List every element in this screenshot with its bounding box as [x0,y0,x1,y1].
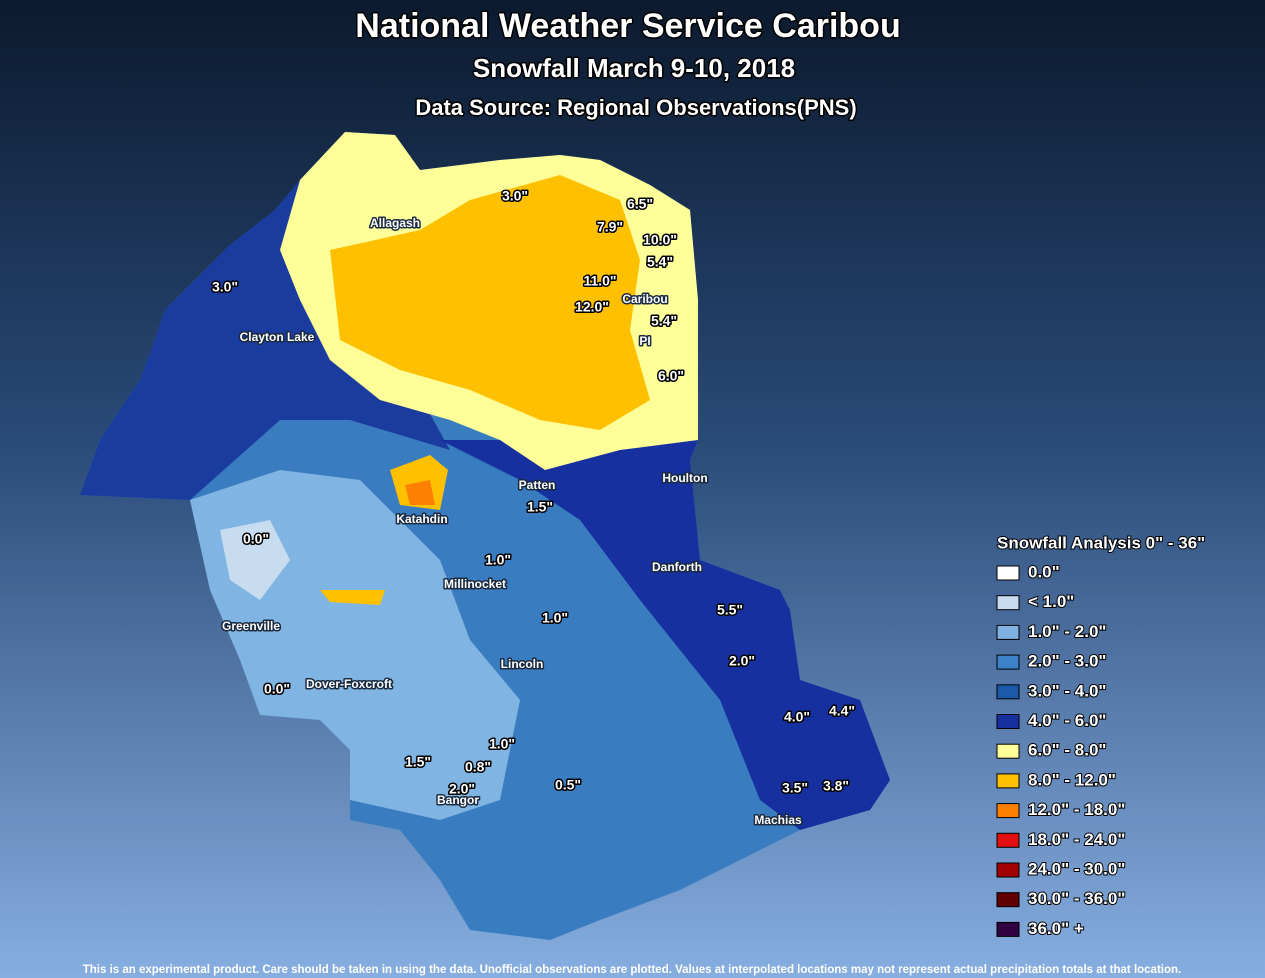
observation-label: 10.0" [643,232,677,248]
legend-label: 24.0" - 30.0" [1028,859,1125,878]
region-gold [330,175,650,430]
observation-label: 7.9" [597,219,623,235]
map-regions [80,132,890,940]
observation-label: 1.0" [542,610,568,626]
observation-label: 0.0" [264,681,290,697]
observation-label: 5.4" [651,313,677,329]
place-label: Katahdin [396,512,447,526]
legend-label: 36.0" + [1028,919,1084,938]
labels: Allagash Clayton Lake Caribou PI Houlton Patt… [210,186,1126,939]
legend-swatch [996,654,1020,670]
observation-label: 6.0" [658,368,684,384]
observation-label: 11.0" [583,273,616,289]
legend-label: < 1.0" [1028,592,1074,611]
observation-label: 4.0" [784,709,810,725]
observation-label: 0.8" [465,759,491,775]
legend-swatch [996,714,1020,729]
observation-label: 0.5" [555,777,581,793]
observation-label: 5.5" [717,602,743,618]
observation-label: 6.5" [627,196,653,212]
legend-swatch [996,684,1020,700]
observation-label: 3.0" [212,279,238,295]
place-label: Patten [519,478,556,492]
place-label: Clayton Lake [240,330,315,344]
legend-swatch [996,565,1020,581]
legend-swatch [996,921,1020,937]
legend-label: 18.0" - 24.0" [1028,830,1125,849]
observation-label: 1.5" [405,754,431,770]
data-source: Data Source: Regional Observations(PNS) [415,95,856,120]
legend-label: 2.0" - 3.0" [1028,652,1107,671]
footer-note: This is an experimental product. Care sh… [83,964,1181,976]
legend-swatch [996,595,1020,611]
region-orange [405,480,435,505]
observation-label: 2.0" [729,653,755,669]
place-label: Lincoln [501,657,544,671]
region-pale-patches [220,520,290,600]
observation-label: 3.8" [823,778,849,794]
legend-label: 12.0" - 18.0" [1028,800,1125,819]
legend-label: 8.0" - 12.0" [1028,770,1116,789]
place-label: Allagash [370,216,420,230]
place-label: Bangor [437,793,479,807]
title: National Weather Service Caribou [355,7,900,45]
legend-title: Snowfall Analysis 0" - 36" [997,533,1205,552]
place-label: Caribou [622,292,667,306]
legend-swatch [996,773,1020,789]
observation-label: 1.0" [485,552,511,568]
region-gold-patch [320,590,385,605]
legend-label: 30.0" - 36.0" [1028,889,1125,908]
observation-label: 2.0" [449,781,475,797]
place-label: Greenville [222,619,280,633]
region-dark-blue-east [440,440,890,830]
legend-swatch [996,624,1020,640]
observation-label: 5.4" [647,254,673,270]
place-label: Dover-Foxcroft [306,677,392,691]
place-label: Danforth [652,560,702,574]
place-label: Houlton [662,471,707,485]
legend-swatch [996,803,1020,819]
subtitle: Snowfall March 9-10, 2018 [473,53,795,83]
legend-swatch [996,832,1020,848]
legend-swatch [996,892,1020,908]
observation-label: 4.4" [829,703,855,719]
observation-label: 12.0" [575,299,609,315]
legend-swatch [996,743,1020,759]
legend-label: 0.0" [1028,562,1060,581]
place-label: Millinocket [444,577,506,591]
legend-label: 6.0" - 8.0" [1028,741,1107,760]
legend-swatch [996,862,1020,878]
legend-label: 3.0" - 4.0" [1028,681,1107,700]
observation-label: 1.5" [527,499,553,515]
place-label: Machias [754,813,802,827]
observation-label: 0.0" [243,531,269,547]
region-dark-blue-west [80,180,450,500]
observation-label: 3.5" [782,780,808,796]
legend-label: 1.0" - 2.0" [1028,622,1107,641]
observation-label: 3.0" [502,188,528,204]
legend-label: 4.0" - 6.0" [1028,711,1107,730]
place-label: PI [639,334,650,348]
observation-label: 1.0" [489,736,515,752]
